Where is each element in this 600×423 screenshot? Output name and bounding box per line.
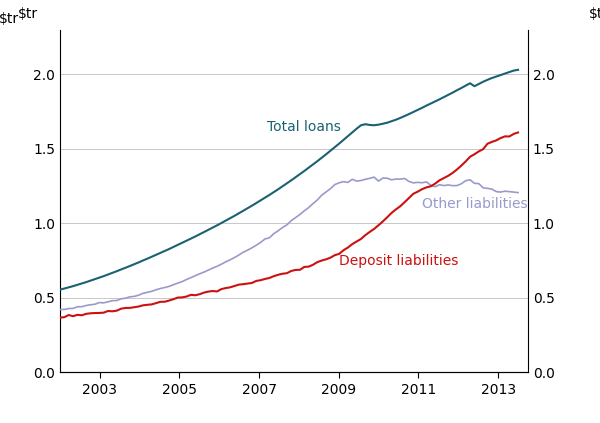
Text: $tr: $tr (589, 7, 600, 21)
Text: Deposit liabilities: Deposit liabilities (339, 254, 458, 268)
Text: $tr: $tr (18, 7, 38, 21)
Text: Total loans: Total loans (267, 120, 341, 134)
Text: Other liabilities: Other liabilities (422, 198, 528, 212)
Text: $tr: $tr (0, 12, 19, 26)
